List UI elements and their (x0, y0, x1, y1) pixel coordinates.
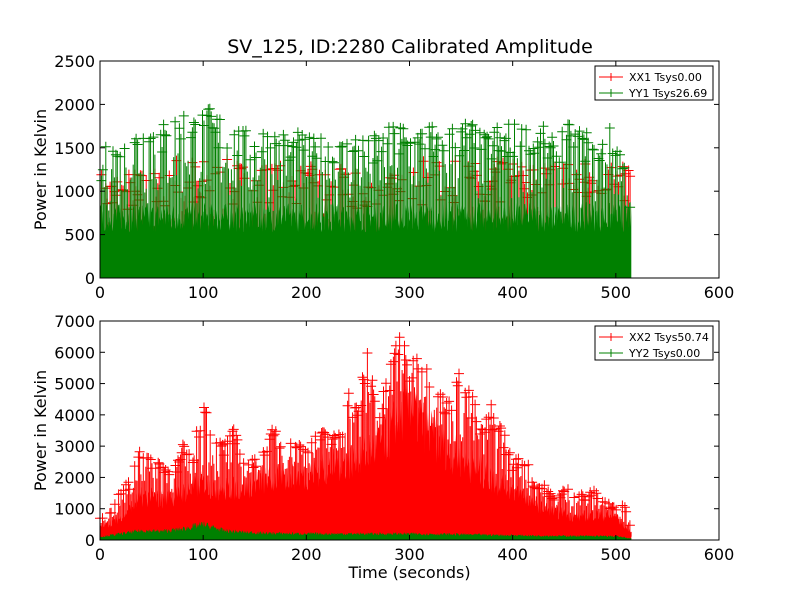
y-axis-title: Power in Kelvin (31, 109, 50, 230)
series-fill (100, 521, 632, 540)
legend-box (594, 325, 714, 361)
x-tick-label: 200 (291, 545, 322, 564)
legend-box (594, 65, 714, 101)
x-tick-label: 100 (188, 283, 219, 302)
series-yy1 (96, 103, 636, 278)
x-tick-label: 200 (291, 283, 322, 302)
bottom-plot-panel: 0 100 200 300 400 500 600010002000300040005000… (31, 312, 734, 582)
legend: XX1 Tsys0.00 YY1 Tsys26.69 (594, 65, 714, 101)
x-tick-label: 500 (601, 545, 632, 564)
x-axis-title: Time (seconds) (347, 563, 470, 582)
y-tick-label: 2500 (54, 52, 95, 71)
plot-area (95, 332, 635, 540)
y-tick-label: 1000 (54, 182, 95, 201)
y-tick-label: 500 (64, 226, 95, 245)
y-tick-label: 5000 (54, 375, 95, 394)
legend-label: XX1 Tsys0.00 (629, 71, 702, 84)
y-tick-label: 6000 (54, 343, 95, 362)
x-tick-label: 500 (601, 283, 632, 302)
y-axis-title: Power in Kelvin (31, 370, 50, 491)
x-tick-label: 600 (704, 545, 735, 564)
y-tick-label: 1000 (54, 500, 95, 519)
x-tick-label: 0 (95, 283, 105, 302)
x-tick-label: 400 (497, 545, 528, 564)
legend-label: YY2 Tsys0.00 (628, 347, 700, 360)
series-xx2 (95, 332, 635, 540)
y-tick-label: 2000 (54, 95, 95, 114)
y-tick-label: 2000 (54, 468, 95, 487)
y-tick-label: 0 (85, 269, 95, 288)
figure-title: SV_125, ID:2280 Calibrated Amplitude (227, 36, 593, 58)
x-tick-label: 0 (95, 545, 105, 564)
x-tick-label: 600 (704, 283, 735, 302)
legend-label: XX2 Tsys50.74 (629, 331, 709, 344)
y-tick-label: 7000 (54, 312, 95, 331)
y-tick-label: 4000 (54, 406, 95, 425)
legend-label: YY1 Tsys26.69 (628, 87, 707, 100)
top-plot-panel: 0 100 200 300 400 500 600 0 500 1000 1500 2000 2500 P… (31, 52, 734, 302)
y-tick-label: 3000 (54, 437, 95, 456)
x-tick-label: 300 (394, 545, 425, 564)
plot-area (96, 103, 636, 278)
x-tick-label: 400 (497, 283, 528, 302)
x-tick-label: 100 (188, 545, 219, 564)
series-yy2 (100, 521, 632, 540)
y-tick-label: 1500 (54, 139, 95, 158)
y-tick-label: 0 (85, 531, 95, 550)
x-tick-label: 300 (394, 283, 425, 302)
legend: XX2 Tsys50.74 YY2 Tsys0.00 (594, 325, 714, 361)
